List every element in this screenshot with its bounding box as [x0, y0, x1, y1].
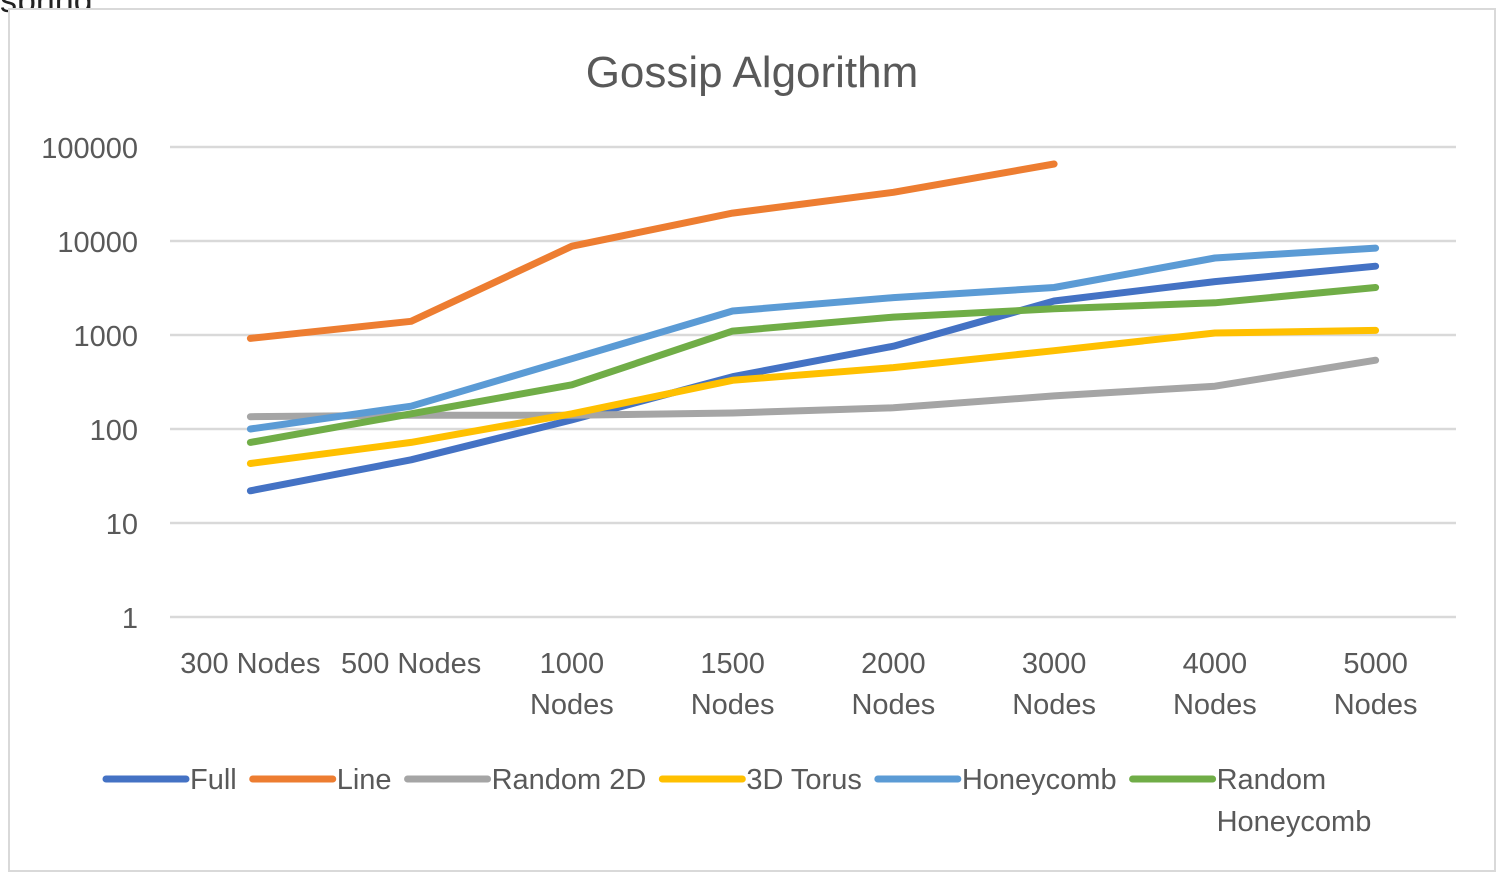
legend-label: Line [337, 764, 392, 796]
y-tick-label: 10 [106, 509, 138, 541]
x-tick-label: 3000 [1022, 648, 1087, 680]
series-line-random-honeycomb [246, 284, 1380, 446]
series-line-full [246, 262, 1380, 495]
x-tick-label: Nodes [530, 689, 614, 721]
y-tick-label: 1000 [73, 321, 138, 353]
chart-title: Gossip Algorithm [586, 48, 919, 97]
x-tick-label: Nodes [1012, 689, 1096, 721]
chart-frame: 1 10 100 1000 10000 100000 300 Nodes 500 Nodes… [8, 8, 1496, 872]
x-axis-ticks: 300 Nodes 500 Nodes 1000 Nodes 1500 Nodes 2000… [180, 648, 1417, 721]
legend-label: Random [1217, 764, 1327, 796]
series-line-3d-torus [246, 326, 1380, 467]
legend-item: Line [249, 764, 392, 796]
x-tick-label: Nodes [1173, 689, 1257, 721]
chart-svg: 1 10 100 1000 10000 100000 300 Nodes 500 Nodes… [41, 48, 1456, 838]
legend-label: Honeycomb [1217, 806, 1372, 838]
x-tick-label: Nodes [851, 689, 935, 721]
legend-label: Honeycomb [962, 764, 1117, 796]
legend-label: 3D Torus [746, 764, 862, 796]
x-tick-label: 2000 [861, 648, 926, 680]
legend-item: Random 2D [404, 764, 647, 796]
x-tick-label: Nodes [1334, 689, 1418, 721]
series-line-honeycomb [246, 244, 1380, 433]
legend-item: Honeycomb [874, 764, 1117, 796]
legend-item: 3D Torus [658, 764, 862, 796]
legend-item: Full [102, 764, 237, 796]
legend-label: Random 2D [492, 764, 647, 796]
legend-item: Random Honeycomb [1129, 764, 1372, 838]
series-lines [246, 160, 1380, 495]
y-tick-label: 100 [90, 415, 138, 447]
x-tick-label: 4000 [1183, 648, 1248, 680]
x-tick-label: 500 Nodes [341, 648, 481, 680]
y-tick-label: 1 [122, 603, 138, 635]
x-tick-label: Nodes [691, 689, 775, 721]
y-tick-label: 10000 [57, 227, 138, 259]
x-tick-label: 1500 [700, 648, 765, 680]
legend-label: Full [190, 764, 237, 796]
series-line-random-2d [246, 356, 1380, 421]
y-tick-label: 100000 [41, 133, 138, 165]
x-tick-label: 1000 [540, 648, 605, 680]
y-axis-ticks: 1 10 100 1000 10000 100000 [41, 133, 138, 635]
legend: Full Line Random 2D 3D Torus Honeycomb Random… [102, 764, 1372, 838]
x-tick-label: 5000 [1343, 648, 1408, 680]
gridlines [170, 145, 1456, 619]
series-line-line [246, 160, 1058, 342]
x-tick-label: 300 Nodes [180, 648, 320, 680]
